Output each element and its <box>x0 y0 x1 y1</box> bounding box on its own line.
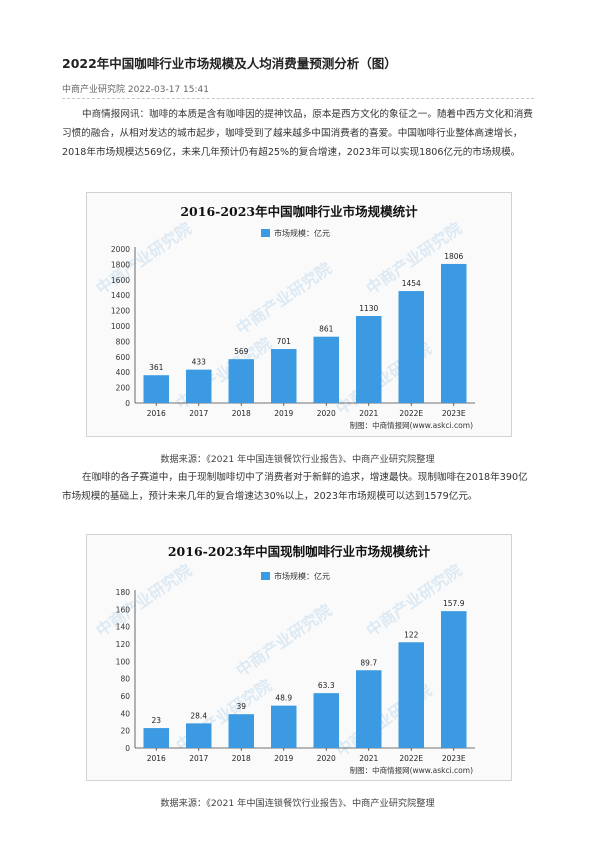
bar-2016 <box>143 728 169 748</box>
y-tick-label: 600 <box>116 353 131 362</box>
y-tick-label: 400 <box>116 368 131 377</box>
paragraph-intro: 中商情报网讯：咖啡的本质是含有咖啡因的提神饮品，原本是西方文化的象征之一。随着中… <box>62 109 533 158</box>
chart1-source: 数据来源：《2021 年中国连锁餐饮行业报告》、中商产业研究院整理 <box>160 454 435 465</box>
bar-2018 <box>228 714 254 748</box>
chart-title: 2016-2023年中国现制咖啡行业市场规模统计 <box>168 544 431 559</box>
y-tick-label: 40 <box>120 709 130 718</box>
bar-2022E <box>398 291 424 403</box>
x-tick-label-2019: 2019 <box>274 754 293 763</box>
x-tick-label-2017: 2017 <box>189 754 208 763</box>
x-tick-label-2016: 2016 <box>147 409 166 418</box>
y-tick-label: 1400 <box>111 291 130 300</box>
y-tick-label: 140 <box>116 623 131 632</box>
x-tick-label-2016: 2016 <box>147 754 166 763</box>
data-label-2018: 569 <box>234 347 249 356</box>
bar-2023E <box>441 263 467 403</box>
legend-label: 市场规模：亿元 <box>274 228 330 238</box>
data-label-2021: 89.7 <box>360 658 377 667</box>
y-tick-label: 20 <box>120 727 130 736</box>
bar-2022E <box>398 642 424 748</box>
data-label-2023E: 1806 <box>444 252 463 261</box>
chart-title: 2016-2023年中国咖啡行业市场规模统计 <box>180 204 418 219</box>
bar-2020 <box>313 693 339 748</box>
watermark-0: 中商产业研究院 <box>93 219 196 299</box>
data-label-2021: 1130 <box>359 304 378 313</box>
y-tick-label: 1800 <box>111 260 130 269</box>
watermark-0: 中商产业研究院 <box>93 561 196 641</box>
bar-2017 <box>186 723 212 748</box>
y-tick-label: 100 <box>116 657 131 666</box>
data-label-2020: 63.3 <box>318 681 335 690</box>
data-label-2017: 28.4 <box>190 711 207 720</box>
bar-2021 <box>356 670 382 748</box>
y-tick-label: 60 <box>120 692 130 701</box>
y-tick-label: 1600 <box>111 276 130 285</box>
paragraph-fresh-coffee: 在咖啡的各子赛道中，由于现制咖啡切中了消费者对于新鲜的追求，增速最快。现制咖啡在… <box>62 472 528 502</box>
data-label-2020: 861 <box>319 325 334 334</box>
chart-credit: 制图：中商情报网(www.askci.com) <box>350 420 473 430</box>
y-tick-label: 200 <box>116 384 131 393</box>
article-meta: 中商产业研究院 2022-03-17 15:41 <box>62 85 209 95</box>
x-tick-label-2021: 2021 <box>359 754 378 763</box>
watermark-1: 中商产业研究院 <box>233 601 336 681</box>
x-tick-label-2022E: 2022E <box>399 754 423 763</box>
data-label-2017: 433 <box>192 358 207 367</box>
bar-2021 <box>356 315 382 403</box>
data-label-2019: 48.9 <box>275 694 292 703</box>
y-tick-label: 0 <box>125 399 130 408</box>
x-tick-label-2020: 2020 <box>317 409 336 418</box>
bar-2017 <box>186 369 212 403</box>
bar-2019 <box>271 349 297 403</box>
x-tick-label-2023E: 2023E <box>442 754 466 763</box>
data-label-2022E: 1454 <box>402 279 421 288</box>
y-tick-label: 160 <box>116 605 131 614</box>
data-label-2022E: 122 <box>404 630 419 639</box>
legend-label: 市场规模：亿元 <box>274 571 330 581</box>
y-tick-label: 2000 <box>111 245 130 254</box>
x-tick-label-2022E: 2022E <box>399 409 423 418</box>
chart2-source: 数据来源：《2021 年中国连锁餐饮行业报告》、中商产业研究院整理 <box>160 798 435 809</box>
chart-credit: 制图：中商情报网(www.askci.com) <box>350 765 473 775</box>
bar-2016 <box>143 375 169 403</box>
x-tick-label-2021: 2021 <box>359 409 378 418</box>
legend-swatch <box>261 572 270 580</box>
divider <box>62 98 534 99</box>
chart-fresh-coffee-market: 中商产业研究院 中商产业研究院 中商产业研究院 中商产业研究院 中商产业研究院 2016-… <box>86 534 512 781</box>
bar-2018 <box>228 359 254 403</box>
data-label-2018: 39 <box>236 702 246 711</box>
bar-2023E <box>441 611 467 748</box>
bar-2019 <box>271 705 297 748</box>
x-tick-label-2020: 2020 <box>317 754 336 763</box>
y-tick-label: 1200 <box>111 307 130 316</box>
legend-swatch <box>261 229 270 237</box>
data-label-2016: 361 <box>149 363 164 372</box>
data-label-2019: 701 <box>277 337 292 346</box>
y-tick-label: 80 <box>120 675 130 684</box>
x-tick-label-2018: 2018 <box>232 409 251 418</box>
y-tick-label: 0 <box>125 744 130 753</box>
y-tick-label: 120 <box>116 640 131 649</box>
x-tick-label-2019: 2019 <box>274 409 293 418</box>
chart-coffee-market: 中商产业研究院 中商产业研究院 中商产业研究院 中商产业研究院 中商产业研究院 2016-… <box>86 192 512 437</box>
x-tick-label-2017: 2017 <box>189 409 208 418</box>
y-tick-label: 800 <box>116 337 131 346</box>
x-tick-label-2018: 2018 <box>232 754 251 763</box>
y-tick-label: 180 <box>116 588 131 597</box>
data-label-2023E: 157.9 <box>443 599 465 608</box>
y-tick-label: 1000 <box>111 322 130 331</box>
bar-2020 <box>313 336 339 403</box>
article-title: 2022年中国咖啡行业市场规模及人均消费量预测分析（图） <box>62 56 397 71</box>
data-label-2016: 23 <box>151 716 161 725</box>
x-tick-label-2023E: 2023E <box>442 409 466 418</box>
